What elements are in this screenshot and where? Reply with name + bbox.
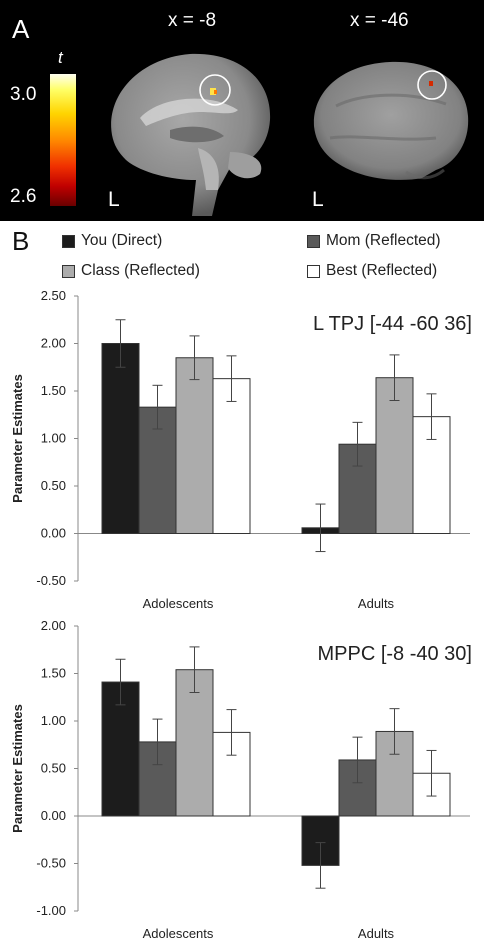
side-label-medial: L (108, 188, 120, 211)
y-tick-label: 0.00 (41, 526, 66, 541)
legend-label-mom-reflected: Mom (Reflected) (326, 232, 441, 249)
legend-label-you-direct: You (Direct) (81, 232, 163, 249)
legend-label-best-reflected: Best (Reflected) (326, 262, 438, 279)
chart-title: L TPJ [-44 -60 36] (313, 313, 472, 335)
category-label-adults: Adults (358, 926, 395, 941)
chart-mppc: 2.00 1.50 1.00 0.50 0.00 -0.50 -1.00 Parameter … (10, 618, 472, 941)
y-tick-label: 0.50 (41, 478, 66, 493)
side-label-lateral: L (312, 188, 324, 211)
y-tick-label: 1.50 (41, 383, 66, 398)
y-tick-label: 0.00 (41, 808, 66, 823)
legend-item-you-direct: You (Direct) (62, 232, 162, 250)
category-label-adults: Adults (358, 596, 395, 611)
slice-label-lateral: x = -46 (350, 10, 409, 31)
colorbar-title: t (58, 48, 63, 67)
y-tick-label: 1.00 (41, 431, 66, 446)
y-axis-label: Parameter Estimates (10, 704, 25, 833)
bar-class-reflected-adolescents (175, 357, 214, 534)
legend-swatch-you-direct (62, 234, 75, 248)
t-colorbar (50, 74, 76, 206)
bar-class-reflected-adults (375, 377, 414, 534)
brain-slice-lateral-image (313, 61, 469, 180)
brain-slice-medial-image (111, 53, 271, 216)
category-label-adolescents: Adolescents (143, 926, 214, 941)
panel-a-letter: A (12, 14, 30, 44)
y-tick-label: -0.50 (36, 856, 66, 871)
colorbar-max-label: 3.0 (10, 84, 37, 105)
panel-a: A x = -8 x = -46 t 3.0 2.6 L (0, 0, 484, 221)
legend-swatch-class-reflected (62, 264, 75, 278)
y-tick-label: 2.50 (41, 288, 66, 303)
bar-best-reflected-adolescents (212, 378, 251, 535)
chart-ltpj: 2.50 2.00 1.50 1.00 0.50 0.00 -0.50 Parameter E… (10, 288, 472, 611)
bar-class-reflected-adolescents (175, 669, 214, 817)
y-axis-label: Parameter Estimates (10, 374, 25, 503)
legend-swatch-mom-reflected (307, 234, 320, 248)
y-tick-label: -0.50 (36, 573, 66, 588)
panel-b-letter: B (12, 226, 30, 256)
y-tick-label: 2.00 (41, 336, 66, 351)
legend-item-class-reflected: Class (Reflected) (62, 262, 200, 280)
y-tick-label: 2.00 (41, 618, 66, 633)
legend-swatch-best-reflected (307, 264, 320, 278)
y-tick-label: 1.50 (41, 666, 66, 681)
y-tick-label: 0.50 (41, 761, 66, 776)
bar-you-direct-adolescents (101, 343, 140, 534)
y-tick-label: -1.00 (36, 903, 66, 918)
chart-title: MPPC [-8 -40 30] (317, 643, 472, 665)
category-label-adolescents: Adolescents (143, 596, 214, 611)
slice-label-medial: x = -8 (168, 10, 217, 31)
legend-item-mom-reflected: Mom (Reflected) (307, 232, 441, 250)
y-tick-label: 1.00 (41, 713, 66, 728)
colorbar-min-label: 2.6 (10, 186, 37, 207)
legend-item-best-reflected: Best (Reflected) (307, 262, 437, 280)
legend-label-class-reflected: Class (Reflected) (81, 262, 200, 279)
